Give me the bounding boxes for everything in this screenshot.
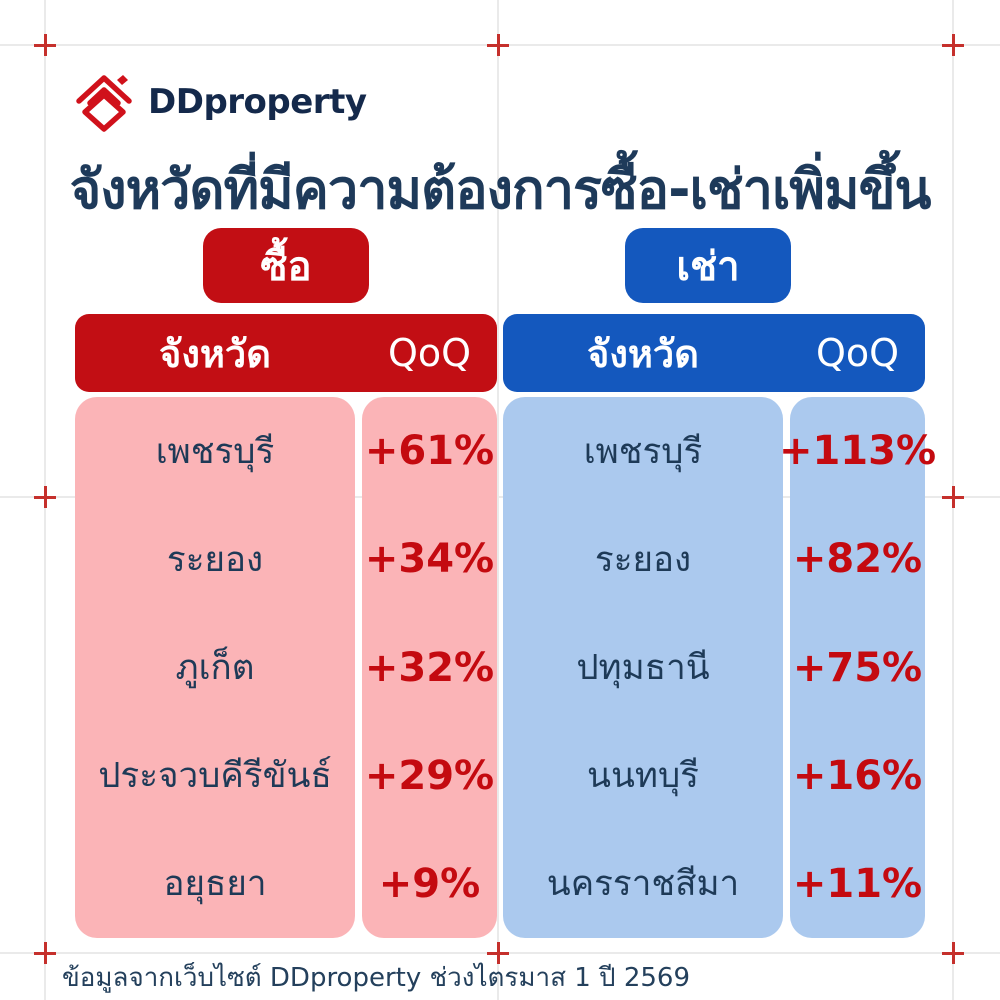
qoq-cell: +61% (364, 428, 495, 475)
qoq-cell: +82% (792, 536, 923, 583)
province-cell: นครราชสีมา (546, 864, 740, 905)
province-cell: อยุธยา (163, 864, 267, 905)
rent-qoq-column: +113% +82% +75% +16% +11% (778, 397, 937, 938)
qoq-cell: +9% (378, 860, 481, 907)
qoq-cell: +75% (792, 644, 923, 691)
qoq-cell: +34% (364, 536, 495, 583)
rent-column-header-qoq: QoQ (815, 331, 900, 375)
buy-province-column: เพชรบุรี ระยอง ภูเก็ต ประจวบคีรีขันธ์ อย… (75, 397, 355, 938)
qoq-cell: +32% (364, 644, 495, 691)
province-cell: เพชรบุรี (583, 431, 703, 472)
rent-province-column: เพชรบุรี ระยอง ปทุมธานี นนทบุรี นครราชสี… (503, 397, 783, 938)
province-cell: เพชรบุรี (155, 431, 275, 472)
province-cell: ภูเก็ต (175, 648, 255, 688)
province-cell: ปทุมธานี (576, 648, 710, 688)
buy-column-header-qoq: QoQ (387, 331, 472, 375)
buy-tab: ซื้อ (203, 228, 369, 303)
qoq-cell: +29% (364, 752, 495, 799)
buy-column-header-province: จังหวัด (159, 331, 271, 376)
qoq-cell: +16% (792, 752, 923, 799)
buy-qoq-column: +61% +34% +32% +29% +9% (362, 397, 497, 938)
crop-mark-icon (487, 942, 509, 964)
brand-name: DDproperty (148, 82, 367, 122)
crop-mark-icon (942, 486, 964, 508)
province-cell: ระยอง (166, 539, 264, 580)
province-cell: ระยอง (594, 539, 692, 580)
page-title: จังหวัดที่มีความต้องการซื้อ-เช่าเพิ่มขึ้… (69, 158, 932, 221)
province-cell: นนทบุรี (587, 756, 699, 797)
buy-table-header: จังหวัด QoQ (75, 314, 497, 392)
guide-line (0, 496, 1000, 498)
source-note: ข้อมูลจากเว็บไซต์ DDproperty ช่วงไตรมาส … (62, 963, 690, 993)
rent-table-header: จังหวัด QoQ (503, 314, 925, 392)
crop-mark-icon (34, 34, 56, 56)
crop-mark-icon (34, 486, 56, 508)
ddproperty-logo: DDproperty (72, 68, 367, 136)
crop-mark-icon (34, 942, 56, 964)
rent-column-header-province: จังหวัด (587, 331, 699, 376)
crop-mark-icon (942, 34, 964, 56)
rent-tab: เช่า (625, 228, 791, 303)
guide-line (497, 0, 499, 1000)
crop-mark-icon (942, 942, 964, 964)
province-cell: ประจวบคีรีขันธ์ (98, 756, 332, 797)
qoq-cell: +11% (792, 860, 923, 907)
crop-mark-icon (487, 34, 509, 56)
ddproperty-house-icon (72, 68, 136, 136)
qoq-cell: +113% (778, 428, 937, 475)
